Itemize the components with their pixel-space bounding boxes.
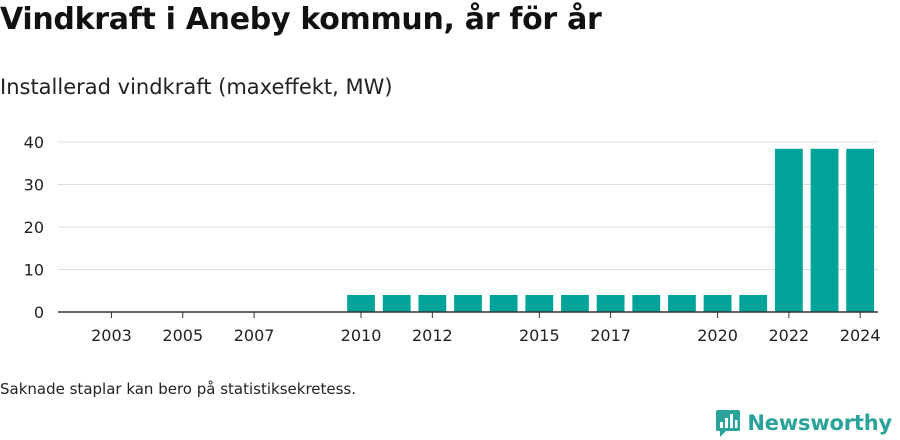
bar xyxy=(347,295,375,312)
x-tick-label: 2022 xyxy=(769,326,810,345)
bar xyxy=(489,295,518,312)
y-tick-label: 30 xyxy=(24,176,44,195)
brand-name: Newsworthy xyxy=(747,411,892,435)
brand-logo[interactable]: Newsworthy xyxy=(715,406,892,440)
x-tick-label: 2005 xyxy=(162,326,203,345)
bar xyxy=(596,295,625,312)
y-tick-label: 20 xyxy=(24,218,44,237)
x-tick-label: 2020 xyxy=(697,326,738,345)
footnote: Saknade staplar kan bero på statistiksek… xyxy=(0,380,357,398)
x-tick-label: 2024 xyxy=(840,326,881,345)
y-tick-label: 0 xyxy=(34,303,44,322)
newsworthy-logo-icon xyxy=(716,410,741,437)
bar xyxy=(703,295,732,312)
chart-title: Vindkraft i Aneby kommun, år för år xyxy=(0,2,602,37)
chart-subtitle: Installerad vindkraft (maxeffekt, MW) xyxy=(0,75,393,99)
x-tick-label: 2017 xyxy=(590,326,631,345)
bar xyxy=(561,295,589,312)
y-tick-label: 10 xyxy=(24,261,44,280)
x-tick-label: 2010 xyxy=(341,326,382,345)
bar xyxy=(774,148,803,312)
bar xyxy=(382,295,411,312)
bar xyxy=(454,295,482,312)
bar xyxy=(846,148,875,312)
bar xyxy=(632,295,661,312)
bar xyxy=(668,295,696,312)
x-tick-label: 2012 xyxy=(412,326,453,345)
bar xyxy=(810,148,839,312)
bar xyxy=(739,295,768,312)
bar xyxy=(525,295,554,312)
x-tick-label: 2015 xyxy=(519,326,560,345)
bar xyxy=(418,295,447,312)
x-tick-label: 2003 xyxy=(91,326,132,345)
bar-chart: 0 10 20 30 40 2003 2005 2007 2010 2012 2015 2017 202… xyxy=(24,133,881,345)
x-tick-label: 2007 xyxy=(234,326,275,345)
y-tick-label: 40 xyxy=(24,133,44,152)
